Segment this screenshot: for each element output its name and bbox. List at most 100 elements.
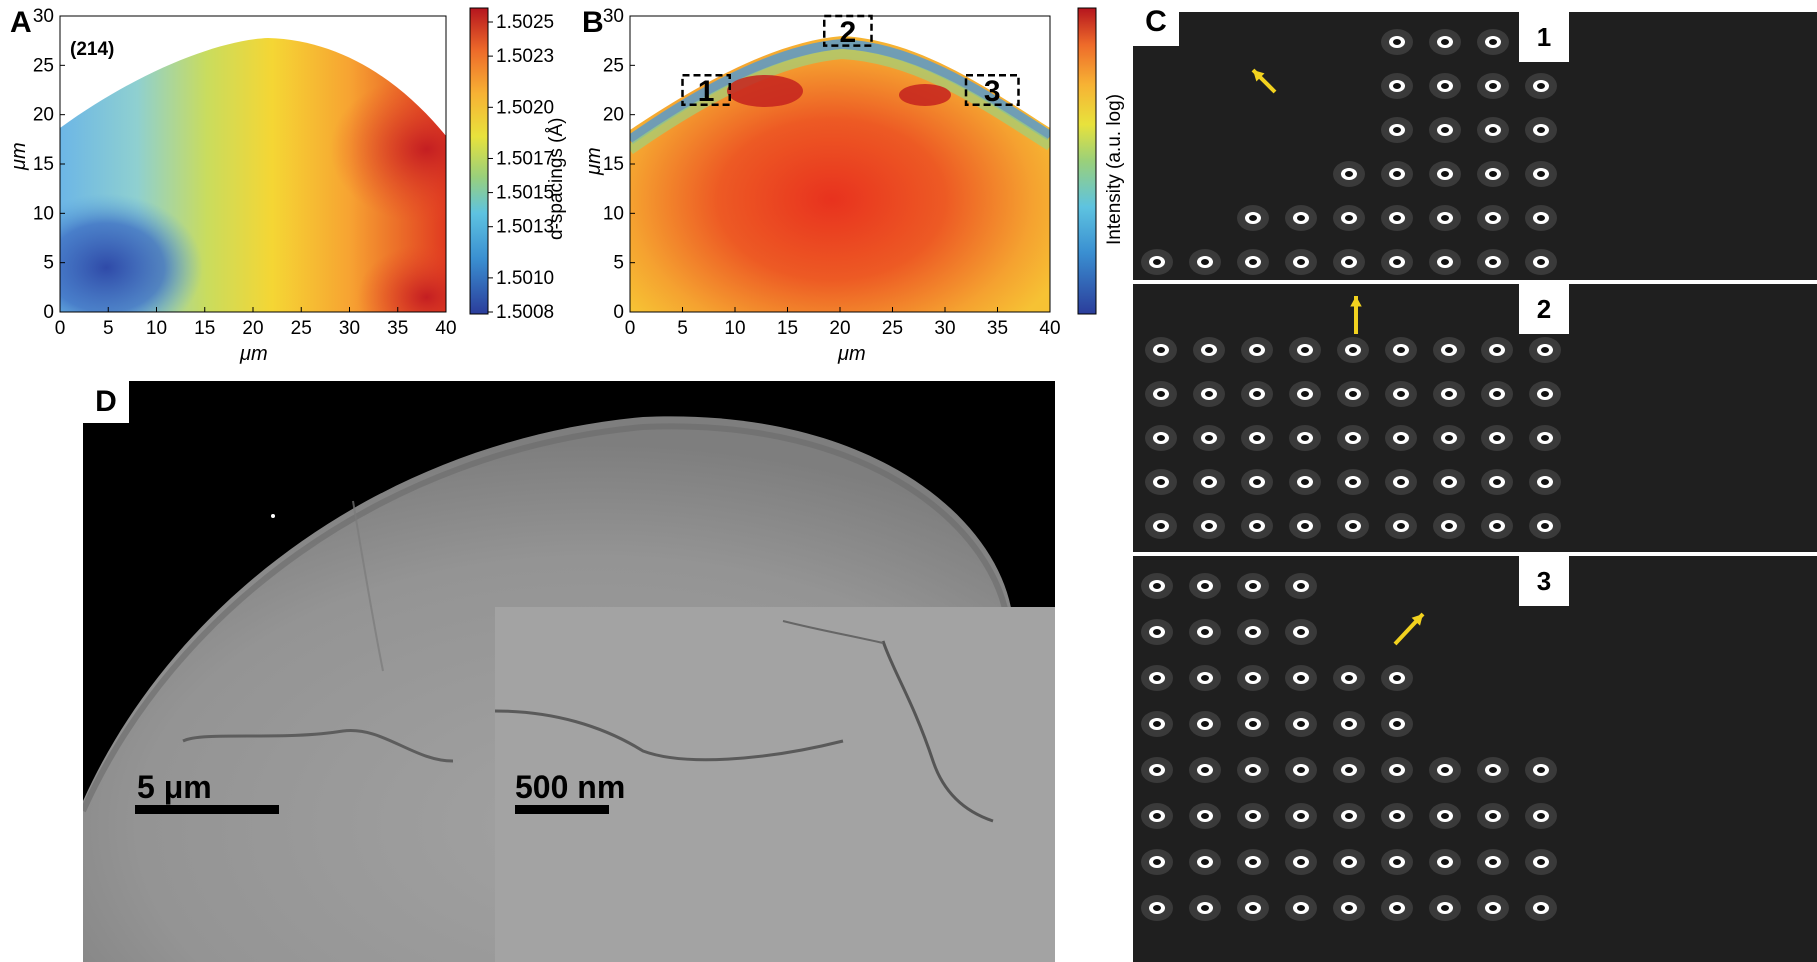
panel-b-region-box [681, 73, 731, 107]
diffraction-spot [1241, 469, 1273, 495]
diffraction-spot [1429, 249, 1461, 275]
diffraction-spot [1141, 849, 1173, 875]
panel-a-colorbar [469, 7, 489, 315]
panel-b-xtick-label: 35 [987, 318, 1008, 339]
diffraction-spot [1433, 425, 1465, 451]
diffraction-spot [1525, 161, 1557, 187]
diffraction-spot [1429, 161, 1461, 187]
diffraction-spot [1433, 337, 1465, 363]
diffraction-spot [1333, 665, 1365, 691]
panel-b-ytick-label: 30 [603, 6, 624, 27]
diffraction-spot [1333, 161, 1365, 187]
diffraction-spot [1285, 711, 1317, 737]
panel-b-region-box [964, 73, 1020, 107]
diffraction-spot [1529, 337, 1561, 363]
diffraction-spot [1433, 469, 1465, 495]
diffraction-spot [1525, 205, 1557, 231]
diffraction-spot [1525, 249, 1557, 275]
panel-a-cb-tick-label: 1.5008 [496, 302, 554, 323]
panel-a-ytick-label: 20 [33, 105, 54, 126]
diffraction-spot [1477, 803, 1509, 829]
diffraction-spot [1285, 849, 1317, 875]
panel-a-ytick-label: 25 [33, 55, 54, 76]
panel-b-ytick-label: 0 [613, 302, 624, 323]
diffraction-spot [1481, 337, 1513, 363]
diffraction-spot [1477, 249, 1509, 275]
diffraction-spot [1337, 381, 1369, 407]
diffraction-spot [1237, 619, 1269, 645]
diffraction-spot [1189, 803, 1221, 829]
scalebar-main-label: 5 μm [137, 769, 212, 805]
diffraction-spot [1241, 337, 1273, 363]
panel-a-cb-tick-label: 1.5015 [496, 183, 554, 204]
diffraction-spot [1381, 803, 1413, 829]
panel-c-sub2 [1133, 284, 1817, 552]
diffraction-spot [1529, 469, 1561, 495]
panel-a-ytick-label: 0 [43, 302, 54, 323]
panel-a-annotation: (214) [70, 39, 114, 60]
diffraction-spot [1429, 803, 1461, 829]
diffraction-spot [1477, 161, 1509, 187]
panel-a-heatmap [60, 38, 446, 312]
diffraction-spot [1237, 803, 1269, 829]
diffraction-spot [1481, 513, 1513, 539]
diffraction-spot [1337, 469, 1369, 495]
panel-a-cb-tick-label: 1.5013 [496, 217, 554, 238]
diffraction-spot [1525, 757, 1557, 783]
diffraction-spot [1529, 513, 1561, 539]
diffraction-spot [1385, 513, 1417, 539]
diffraction-spot [1385, 337, 1417, 363]
diffraction-spot [1189, 249, 1221, 275]
diffraction-spot [1141, 665, 1173, 691]
diffraction-spot [1285, 895, 1317, 921]
panel-d-letter: D [83, 381, 129, 423]
diffraction-spot [1333, 895, 1365, 921]
panel-b-xtick-label: 0 [625, 318, 636, 339]
diffraction-spot [1477, 895, 1509, 921]
diffraction-spot [1285, 249, 1317, 275]
diffraction-spot [1141, 711, 1173, 737]
panel-a-cb-tick-label: 1.5023 [496, 46, 554, 67]
panel-b-xtick-label: 40 [1039, 318, 1060, 339]
diffraction-spot [1241, 425, 1273, 451]
diffraction-spot [1477, 73, 1509, 99]
diffraction-spot [1145, 381, 1177, 407]
diffraction-spot [1525, 803, 1557, 829]
diffraction-spot [1189, 757, 1221, 783]
panel-b-colorbar [1077, 7, 1097, 315]
panel-b-xtick-label: 10 [724, 318, 745, 339]
panel-b-xtick-label: 5 [677, 318, 688, 339]
diffraction-spot [1333, 249, 1365, 275]
diffraction-spot [1141, 895, 1173, 921]
panel-b-region-box [823, 14, 873, 47]
panel-a-xtick-label: 15 [194, 318, 215, 339]
diffraction-spot [1193, 337, 1225, 363]
panel-d: D 5 μm 500 nm [83, 381, 1055, 962]
diffraction-spot [1333, 711, 1365, 737]
diffraction-spot [1241, 381, 1273, 407]
diffraction-spot [1285, 573, 1317, 599]
diffraction-spot [1381, 249, 1413, 275]
panel-a-xtick-label: 20 [242, 318, 263, 339]
scalebar-inset [515, 805, 609, 814]
diffraction-spot [1193, 425, 1225, 451]
diffraction-spot [1289, 337, 1321, 363]
diffraction-spot [1333, 803, 1365, 829]
diffraction-spot [1429, 895, 1461, 921]
panel-a-cb-tick-label: 1.5017 [496, 148, 554, 169]
diffraction-spot [1237, 757, 1269, 783]
panel-b-ytick-label: 15 [603, 154, 624, 175]
diffraction-spot [1241, 513, 1273, 539]
panel-a-ytick-label: 30 [33, 6, 54, 27]
diffraction-spot [1145, 469, 1177, 495]
diffraction-spot [1333, 757, 1365, 783]
panel-a-chart: (214) 0 5 10 15 20 25 30 35 40 0 5 10 15 20 25 30 μm μ… [8, 6, 567, 365]
panel-a-cb-tick-label: 1.5020 [496, 97, 554, 118]
diffraction-spot [1285, 757, 1317, 783]
panel-c-label-2: 2 [1519, 284, 1569, 334]
diffraction-spot [1385, 381, 1417, 407]
diffraction-spot [1193, 513, 1225, 539]
diffraction-spot [1285, 619, 1317, 645]
diffraction-spot [1289, 425, 1321, 451]
